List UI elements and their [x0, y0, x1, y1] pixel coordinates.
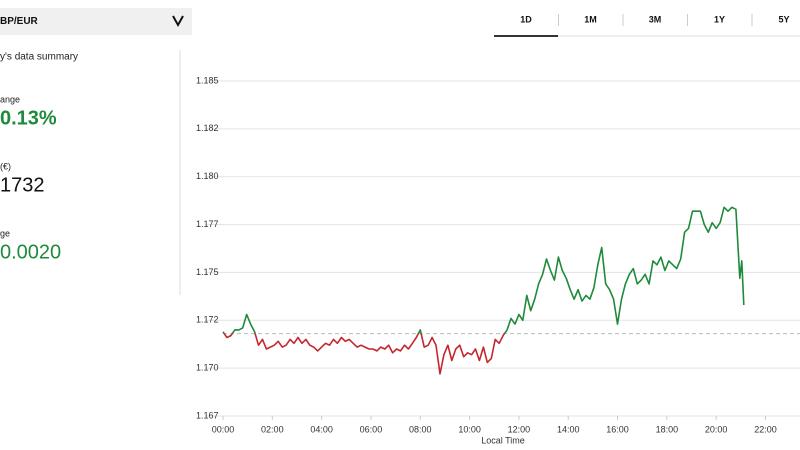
range-tab[interactable]: 1Y: [714, 14, 725, 24]
summary-value: 0.0020: [0, 241, 61, 263]
y-tick-label: 1.175: [196, 267, 219, 277]
x-tick-label: 10:00: [458, 424, 481, 434]
y-tick-label: 1.177: [196, 219, 219, 229]
summary-label: ge: [0, 228, 10, 238]
summary-label: (€): [0, 161, 11, 171]
summary-value: 0.13%: [0, 107, 57, 129]
summary-value: 1732: [0, 174, 45, 196]
x-tick-label: 18:00: [656, 424, 679, 434]
x-tick-label: 12:00: [508, 424, 531, 434]
x-tick-label: 16:00: [606, 424, 629, 434]
range-tab[interactable]: 3M: [649, 14, 662, 24]
range-tab[interactable]: 5Y: [778, 14, 789, 24]
range-tab[interactable]: 1D: [520, 14, 532, 24]
y-tick-label: 1.170: [196, 363, 219, 373]
x-tick-label: 20:00: [705, 424, 728, 434]
x-tick-label: 00:00: [212, 424, 235, 434]
x-tick-label: 22:00: [754, 424, 777, 434]
x-tick-label: 02:00: [261, 424, 284, 434]
pair-label: BP/EUR: [0, 16, 39, 27]
y-tick-label: 1.185: [196, 75, 219, 85]
summary-title: y's data summary: [0, 52, 78, 63]
y-tick-label: 1.182: [196, 123, 219, 133]
summary-label: ange: [0, 94, 20, 104]
x-axis-title: Local Time: [481, 435, 525, 445]
price-line: [222, 206, 745, 375]
chevron: [172, 15, 184, 28]
x-tick-label: 04:00: [310, 424, 333, 434]
y-tick-label: 1.172: [196, 315, 219, 325]
x-tick-label: 06:00: [360, 424, 383, 434]
x-tick-label: 14:00: [557, 424, 580, 434]
x-tick-label: 08:00: [409, 424, 432, 434]
pair-selector[interactable]: [0, 8, 192, 35]
y-tick-label: 1.167: [196, 410, 219, 420]
y-tick-label: 1.180: [196, 171, 219, 181]
range-tab[interactable]: 1M: [584, 14, 597, 24]
